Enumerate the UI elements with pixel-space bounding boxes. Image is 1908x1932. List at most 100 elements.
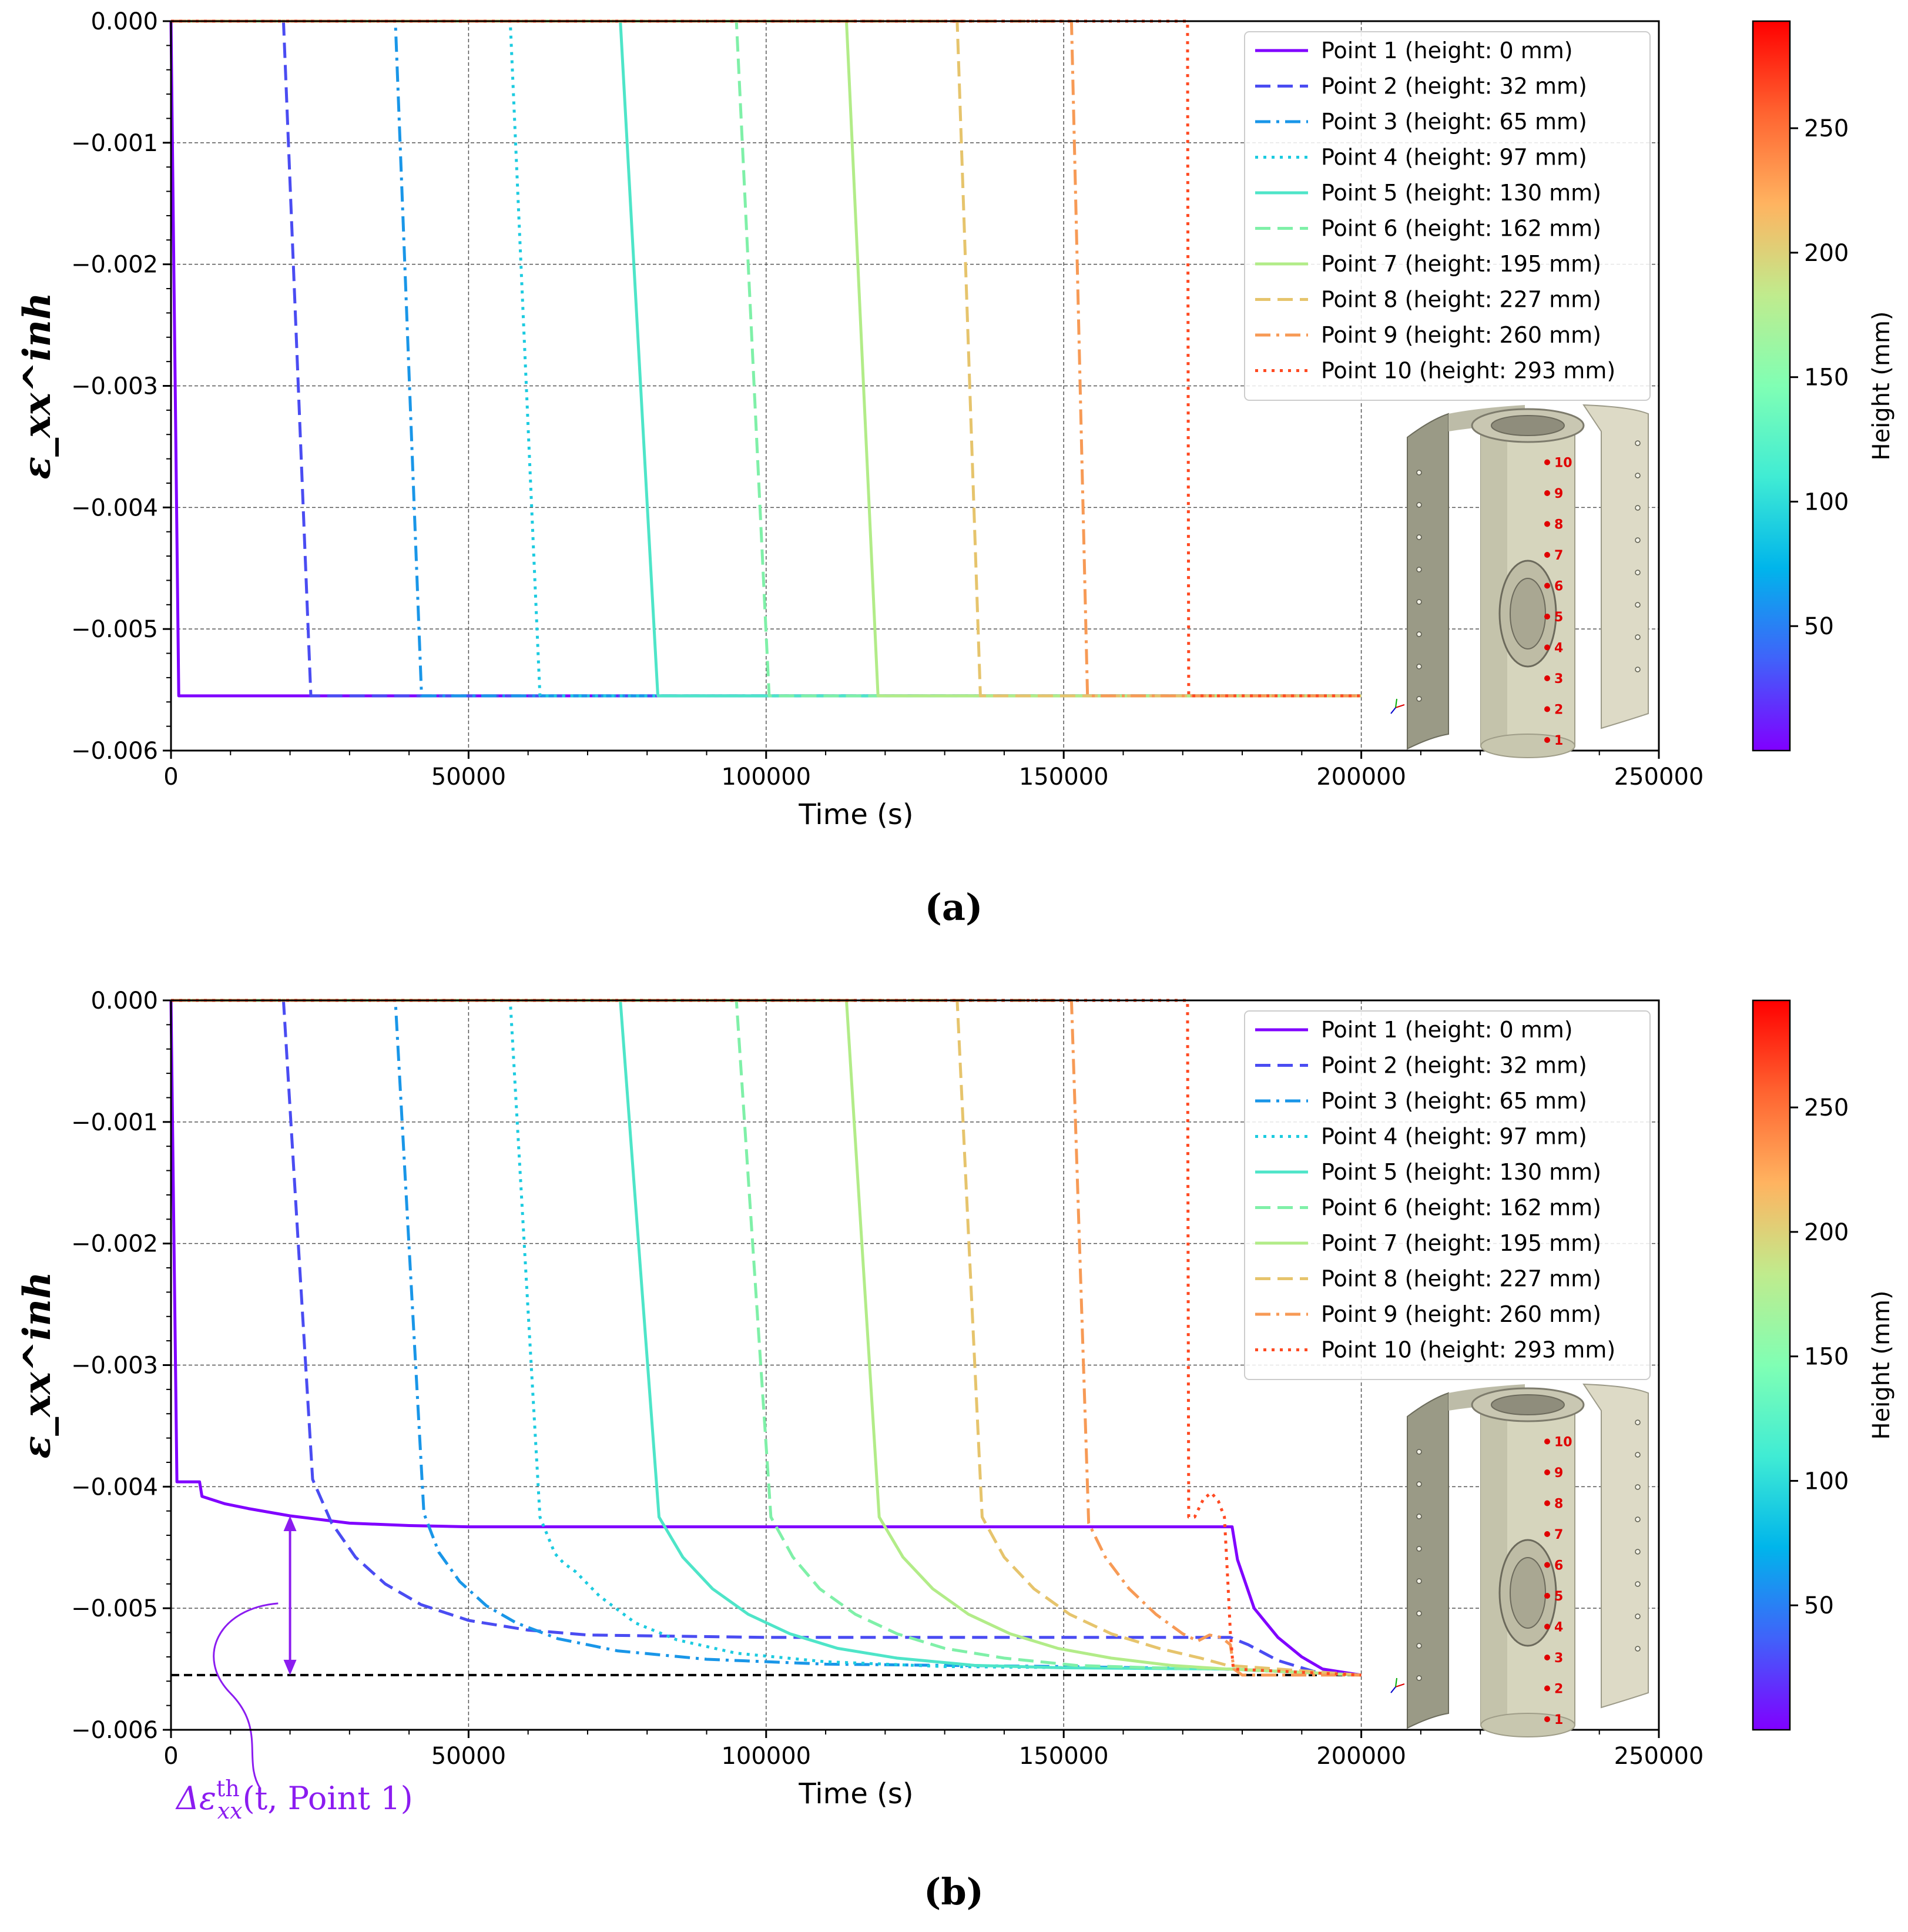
legend-label: Point 10 (height: 293 mm) xyxy=(1321,1337,1615,1363)
inset-point-marker xyxy=(1544,1438,1550,1445)
inset-point-marker xyxy=(1544,1685,1550,1692)
inset-point-marker xyxy=(1544,1469,1550,1475)
y-tick-label: −0.005 xyxy=(71,1595,158,1622)
inset-point-label: 4 xyxy=(1554,1620,1563,1635)
y-tick-label: −0.003 xyxy=(71,373,158,400)
series-line-point-5 xyxy=(171,999,1362,1677)
inset-point-label: 9 xyxy=(1554,487,1563,501)
x-axis: 0 50000 100000 150000 200000 250000 Time (s) xyxy=(163,1730,1704,1810)
legend-label: Point 3 (height: 65 mm) xyxy=(1321,1088,1587,1114)
inset-point-label: 1 xyxy=(1554,1713,1563,1727)
colorbar-label: Height (mm) xyxy=(1868,311,1895,460)
legend-label: Point 3 (height: 65 mm) xyxy=(1321,109,1587,135)
panel-caption: (b) xyxy=(924,1870,984,1913)
inset-point-label: 1 xyxy=(1554,734,1563,748)
series-line-point-9 xyxy=(171,999,1362,1677)
inset-point-label: 3 xyxy=(1554,1651,1563,1666)
x-tick-label: 150000 xyxy=(1019,1743,1109,1770)
x-axis: 0 50000 100000 150000 200000 250000 Time (s) xyxy=(163,751,1704,831)
inset-point-label: 2 xyxy=(1554,703,1563,718)
y-tick-label: 0.000 xyxy=(90,8,158,35)
x-tick-label: 50000 xyxy=(431,764,506,791)
inset-point-label: 10 xyxy=(1554,1435,1572,1450)
legend-label: Point 5 (height: 130 mm) xyxy=(1321,180,1601,206)
y-axis-label: ε_xx^inh xyxy=(15,292,59,479)
inset-point-label: 8 xyxy=(1554,518,1563,533)
colorbar-tick-label: 100 xyxy=(1804,1468,1849,1495)
y-axis: 0.000 −0.001 −0.002 −0.003 −0.004 −0.005 −0.00… xyxy=(15,987,171,1744)
annotation-leader xyxy=(213,1602,279,1789)
y-tick-label: −0.001 xyxy=(71,1109,158,1136)
inset-point-marker xyxy=(1544,521,1550,527)
inset-point-label: 5 xyxy=(1554,1589,1563,1604)
legend-label: Point 9 (height: 260 mm) xyxy=(1321,1301,1601,1327)
inset-point-marker xyxy=(1544,1500,1550,1506)
legend-label: Point 9 (height: 260 mm) xyxy=(1321,322,1601,348)
legend-box xyxy=(1244,1010,1651,1380)
colorbar-tick-label: 50 xyxy=(1804,1592,1834,1619)
legend-label: Point 8 (height: 227 mm) xyxy=(1321,1266,1601,1292)
colorbar-tick-label: 200 xyxy=(1804,240,1849,267)
series-line-point-4 xyxy=(171,999,1362,1677)
y-tick-label: −0.001 xyxy=(71,130,158,157)
legend: Point 1 (height: 0 mm) Point 2 (height: 3… xyxy=(1244,1010,1651,1380)
legend-label: Point 8 (height: 227 mm) xyxy=(1321,287,1601,313)
y-tick-label: −0.006 xyxy=(71,1717,158,1744)
colorbar-label: Height (mm) xyxy=(1868,1290,1895,1439)
inset-point-marker xyxy=(1544,706,1550,712)
y-tick-label: 0.000 xyxy=(90,987,158,1014)
inset-point-label: 6 xyxy=(1554,1559,1563,1573)
legend-label: Point 7 (height: 195 mm) xyxy=(1321,251,1601,277)
inset-image: 1 2 3 4 5 6 7 8 9 10 xyxy=(1390,1383,1649,1738)
legend-label: Point 1 (height: 0 mm) xyxy=(1321,1017,1573,1043)
legend: Point 1 (height: 0 mm) Point 2 (height: 3… xyxy=(1244,31,1651,401)
panel-a: 0 50000 100000 150000 200000 250000 Time (s) 0.… xyxy=(15,8,1895,929)
y-axis-label-text: ε_xx^inh xyxy=(15,292,59,479)
colorbar: 50 100 150 200 250 Height (mm) xyxy=(1752,20,1895,752)
colorbar-tick-label: 100 xyxy=(1804,488,1849,515)
y-tick-label: −0.003 xyxy=(71,1352,158,1379)
inset-model xyxy=(1390,1383,1649,1738)
panel-b: Δεth xx(t, Point 1)0 50000 100000 150000 2000… xyxy=(15,987,1895,1913)
x-tick-label: 150000 xyxy=(1019,764,1109,791)
colorbar-label-text: Height (mm) xyxy=(1868,311,1895,460)
legend-label: Point 10 (height: 293 mm) xyxy=(1321,358,1615,384)
legend-label: Point 7 (height: 195 mm) xyxy=(1321,1230,1601,1256)
x-tick-label: 50000 xyxy=(431,1743,506,1770)
series-line-point-7 xyxy=(171,999,1362,1677)
legend-label: Point 4 (height: 97 mm) xyxy=(1321,1124,1587,1150)
inset-point-label: 8 xyxy=(1554,1497,1563,1512)
y-tick-label: −0.004 xyxy=(71,1474,158,1501)
delta-arrow xyxy=(213,1515,297,1789)
y-tick-label: −0.004 xyxy=(71,494,158,521)
inset-point-label: 6 xyxy=(1554,580,1563,594)
panel-caption: (a) xyxy=(925,886,983,929)
inset-point-marker xyxy=(1544,459,1550,466)
inset-point-marker xyxy=(1544,614,1550,620)
y-axis-label: ε_xx^inh xyxy=(15,1271,59,1458)
legend-label: Point 1 (height: 0 mm) xyxy=(1321,38,1573,63)
series-line-point-2 xyxy=(171,999,1362,1677)
legend-label: Point 4 (height: 97 mm) xyxy=(1321,145,1587,170)
inset-point-marker xyxy=(1544,582,1550,589)
series-group xyxy=(169,999,1362,1677)
delta-arrow-head-bottom xyxy=(283,1659,297,1675)
y-tick-label: −0.006 xyxy=(71,738,158,765)
inset-point-marker xyxy=(1544,1655,1550,1660)
x-tick-label: 100000 xyxy=(721,1743,811,1770)
series-line-point-1 xyxy=(169,1000,1362,1677)
inset-point-marker xyxy=(1544,552,1550,558)
x-tick-label: 0 xyxy=(163,1743,178,1770)
colorbar-tick-label: 250 xyxy=(1804,1094,1849,1121)
legend-label: Point 6 (height: 162 mm) xyxy=(1321,1195,1601,1221)
y-axis-label-text: ε_xx^inh xyxy=(15,1271,59,1458)
y-tick-label: −0.005 xyxy=(71,616,158,643)
inset-point-marker xyxy=(1544,675,1550,681)
inset-point-label: 10 xyxy=(1554,456,1572,471)
colorbar-tick-label: 150 xyxy=(1804,1344,1849,1371)
inset-point-marker xyxy=(1544,1593,1550,1599)
inset-point-marker xyxy=(1544,1716,1550,1722)
legend-label: Point 5 (height: 130 mm) xyxy=(1321,1159,1601,1185)
y-tick-label: −0.002 xyxy=(71,252,158,279)
